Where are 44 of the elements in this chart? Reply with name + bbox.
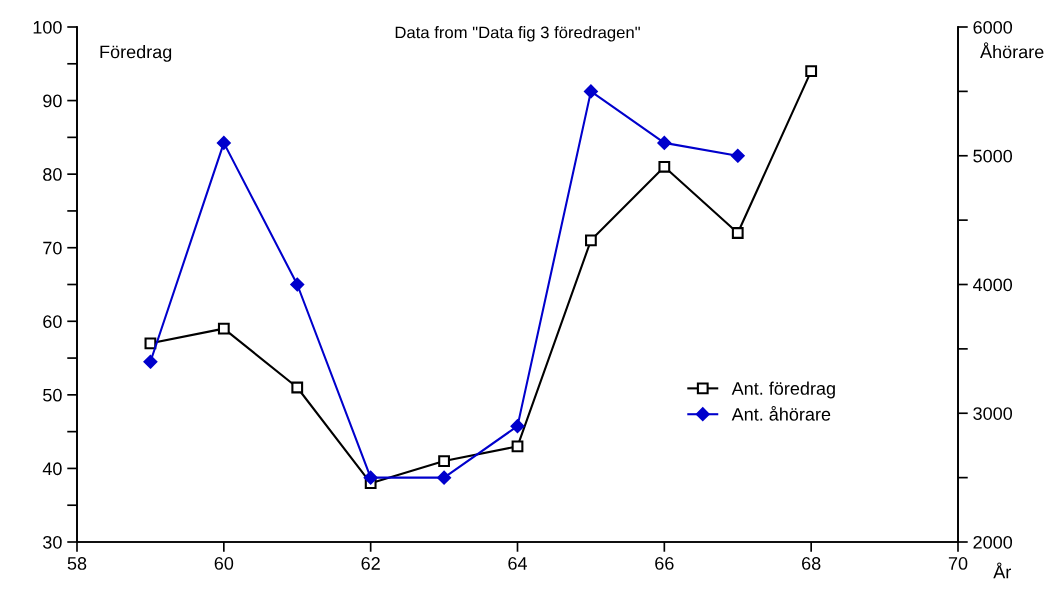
y2-tick-label: 2000 bbox=[973, 535, 1013, 549]
x-tick-label: 60 bbox=[214, 557, 234, 570]
y2-tick-label: 4000 bbox=[973, 278, 1013, 292]
x-axis-title: År bbox=[993, 562, 1011, 579]
point bbox=[658, 160, 671, 173]
y-tick-label: 40 bbox=[42, 462, 62, 476]
y-tick-label: 70 bbox=[43, 241, 62, 255]
point bbox=[805, 65, 818, 78]
point bbox=[731, 227, 744, 239]
y2-tick-label: 5000 bbox=[973, 149, 1013, 163]
point bbox=[585, 234, 597, 247]
y-tick-label: 90 bbox=[43, 94, 62, 108]
y2-tick-label: 3000 bbox=[973, 407, 1013, 420]
x-tick-label: 62 bbox=[361, 557, 380, 570]
point bbox=[437, 470, 452, 485]
y-tick-label: 50 bbox=[43, 388, 62, 402]
y2-axis-title: Åhörare bbox=[980, 42, 1044, 59]
point bbox=[730, 148, 745, 163]
point bbox=[583, 84, 598, 99]
x-tick-label: 68 bbox=[802, 557, 821, 570]
point bbox=[216, 135, 231, 150]
point bbox=[363, 470, 378, 485]
x-tick-label: 66 bbox=[655, 557, 674, 570]
point bbox=[511, 440, 524, 453]
y-tick-label: 100 bbox=[33, 20, 62, 34]
y-tick-label: 80 bbox=[43, 168, 62, 181]
chart-title: Data from "Data fig 3 föredragen" bbox=[395, 26, 640, 42]
y2-tick-label: 6000 bbox=[973, 20, 1013, 34]
y-tick-label: 60 bbox=[43, 315, 62, 329]
y-tick-label: 30 bbox=[43, 535, 62, 549]
x-tick-label: 64 bbox=[508, 557, 528, 570]
legend-label: Ant. föredrag bbox=[731, 381, 835, 399]
point bbox=[510, 419, 525, 434]
point bbox=[657, 135, 672, 150]
point bbox=[143, 354, 158, 369]
point bbox=[290, 277, 305, 292]
legend-label: Ant. åhörare bbox=[731, 405, 831, 421]
point bbox=[438, 455, 450, 467]
x-tick-label: 58 bbox=[67, 557, 87, 570]
point bbox=[144, 337, 157, 350]
x-tick-label: 70 bbox=[948, 557, 968, 570]
y-axis-title: Föredrag bbox=[100, 45, 172, 62]
point bbox=[291, 381, 304, 394]
point bbox=[217, 322, 230, 335]
